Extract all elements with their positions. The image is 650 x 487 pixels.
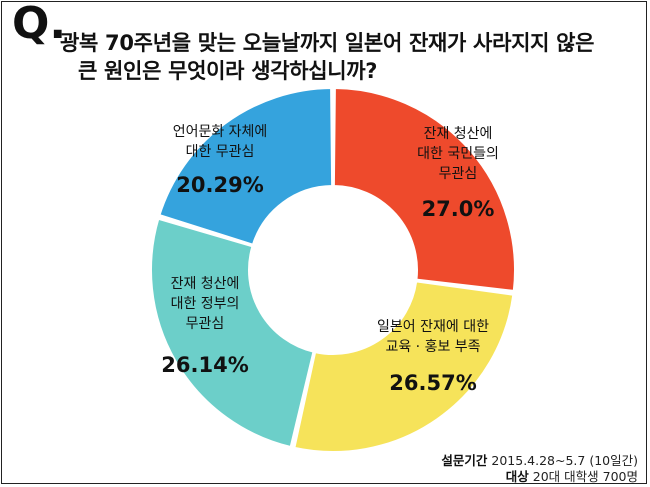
slice-2-value-label: 26.57% [389, 371, 476, 395]
donut-hole [249, 186, 417, 354]
survey-target-label: 대상 [505, 469, 529, 484]
survey-period: 설문기간 2015.4.28~5.7 (10일간) [441, 450, 638, 469]
slice-2-label-line-1: 일본어 잔재에 대한 [377, 319, 489, 335]
slice-1-label-line-1: 잔재 청산에 [424, 126, 493, 142]
slice-1-value-label: 27.0% [422, 197, 495, 221]
slice-1-label-line-3: 무관심 [439, 166, 478, 182]
survey-period-value: 2015.4.28~5.7 (10일간) [491, 453, 638, 468]
slice-3-label-line-2: 대한 정부의 [171, 296, 240, 312]
slice-4-label-line-1: 언어문화 자체에 [173, 124, 268, 140]
question-text-line1: 광복 70주년을 맞는 오늘날까지 일본어 잔재가 사라지지 않은 [60, 31, 595, 55]
survey-target-value: 20대 대학생 700명 [532, 469, 638, 484]
survey-target: 대상 20대 대학생 700명 [506, 466, 638, 485]
slice-4-value-label: 20.29% [176, 173, 263, 197]
slice-4-label-line-2: 대한 무관심 [186, 144, 255, 160]
question-mark-label: Q. [12, 0, 67, 49]
slice-3-value-label: 26.14% [161, 353, 248, 377]
survey-period-label: 설문기간 [441, 453, 488, 468]
question-text-line2: 큰 원인은 무엇이라 생각하십니까? [78, 59, 378, 83]
slice-2-label-line-2: 교육 · 홍보 부족 [385, 339, 480, 355]
slice-1-label-line-2: 대한 국민들의 [417, 146, 499, 162]
slice-3-label-line-1: 잔재 청산에 [171, 276, 240, 292]
slice-3-label-line-3: 무관심 [186, 316, 225, 332]
